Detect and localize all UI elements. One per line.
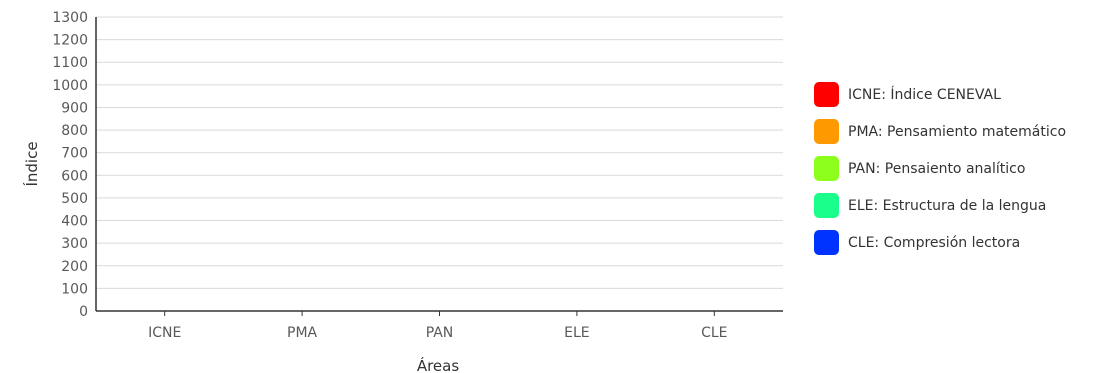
x-tick-label: ICNE	[148, 325, 181, 341]
y-tick-label: 1100	[52, 55, 88, 71]
y-tick-label: 400	[61, 214, 88, 230]
y-tick-label: 700	[61, 146, 88, 162]
chart-legend: ICNE: Índice CENEVAL PMA: Pensamiento mat…	[814, 82, 1102, 267]
y-tick-label: 300	[61, 236, 88, 252]
legend-label: CLE: Compresión lectora	[848, 234, 1021, 251]
y-tick-label: 600	[61, 168, 88, 184]
y-tick-label: 800	[61, 123, 88, 139]
legend-label: PMA: Pensamiento matemático	[848, 123, 1067, 140]
x-axis-ticks: ICNE PMA PAN ELE CLE	[148, 311, 728, 341]
legend-label: PAN: Pensaiento analítico	[848, 160, 1026, 177]
y-tick-label: 1000	[52, 78, 88, 94]
y-tick-label: 200	[61, 259, 88, 275]
y-axis-ticks: 0 100 200 300 400 500 600 700 800 900 1000 1100 1200…	[52, 10, 88, 320]
legend-label: ICNE: Índice CENEVAL	[848, 86, 1001, 103]
grid-lines	[96, 16, 783, 289]
legend-item[interactable]: PMA: Pensamiento matemático	[814, 119, 1102, 144]
x-tick-label: PMA	[287, 325, 318, 341]
y-axis-title: Índice	[22, 141, 41, 186]
y-tick-label: 1300	[52, 10, 88, 26]
legend-item[interactable]: CLE: Compresión lectora	[814, 230, 1102, 255]
y-tick-label: 900	[61, 100, 88, 116]
legend-item[interactable]: ELE: Estructura de la lengua	[814, 193, 1102, 218]
x-axis-title: Áreas	[417, 356, 460, 373]
y-tick-label: 0	[79, 304, 88, 320]
legend-swatch	[814, 119, 839, 144]
legend-item[interactable]: PAN: Pensaiento analítico	[814, 156, 1102, 181]
legend-item[interactable]: ICNE: Índice CENEVAL	[814, 82, 1102, 107]
y-tick-label: 500	[61, 191, 88, 207]
y-tick-label: 1200	[52, 33, 88, 49]
legend-swatch	[814, 156, 839, 181]
legend-swatch	[814, 230, 839, 255]
y-tick-label: 100	[61, 281, 88, 297]
legend-label: ELE: Estructura de la lengua	[848, 197, 1047, 214]
x-tick-label: ELE	[564, 325, 590, 341]
x-tick-label: CLE	[701, 325, 727, 341]
legend-swatch	[814, 193, 839, 218]
legend-swatch	[814, 82, 839, 107]
x-tick-label: PAN	[426, 325, 454, 341]
